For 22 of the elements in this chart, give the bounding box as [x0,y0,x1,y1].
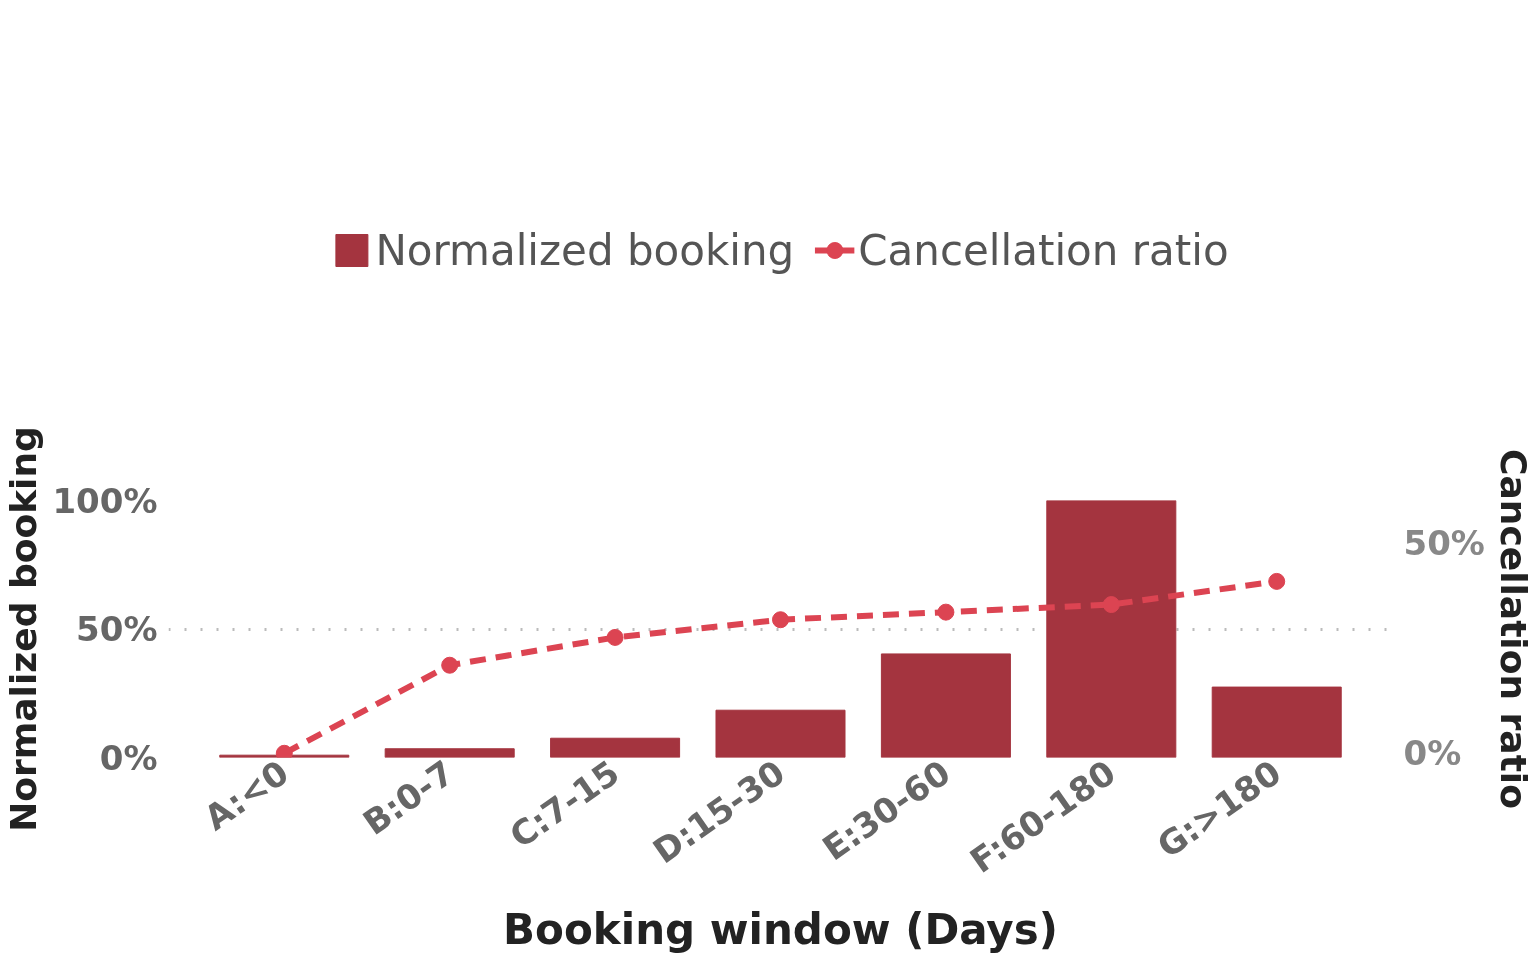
y-tick-label: 100% [52,480,158,521]
x-axis-title: Booking window (Days) [503,905,1058,955]
bar [550,737,681,758]
bar [384,748,515,758]
point [937,603,955,621]
point [1268,572,1286,590]
point [772,611,789,629]
y2-tick-label: 50% [1403,522,1485,563]
y2-axis-title: Cancellation ratio [1492,449,1534,809]
point [1102,596,1120,614]
bar [1046,500,1177,758]
y2-tick-label: 0% [1403,733,1462,774]
legend-label: Normalized booking [375,225,795,275]
bar [715,709,846,758]
bar [880,653,1011,758]
legend-label: Cancellation ratio [858,225,1229,275]
y-tick-label: 0% [99,737,158,778]
y-tick-label: 50% [76,609,158,649]
point [606,628,624,646]
bar [1211,686,1342,758]
y-axis-title: Normalized booking [3,426,45,832]
point [441,656,459,674]
